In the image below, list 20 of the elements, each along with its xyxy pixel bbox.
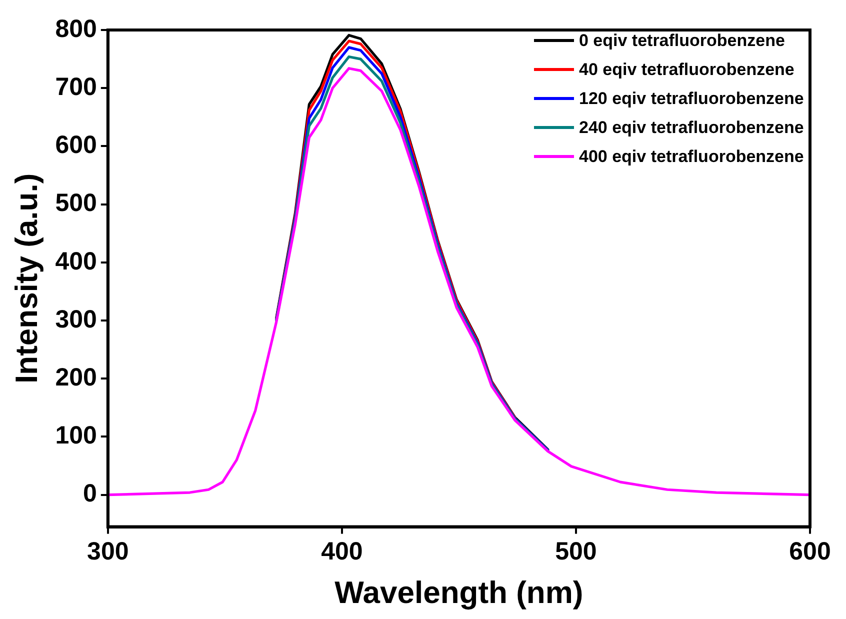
legend-label: 40 eqiv tetrafluorobenzene (579, 59, 794, 81)
x-tick-label: 600 (789, 538, 831, 566)
legend-label: 240 eqiv tetrafluorobenzene (579, 117, 804, 139)
y-tick-label: 400 (55, 247, 97, 276)
y-tick-label: 0 (83, 480, 97, 508)
legend-label: 120 eqiv tetrafluorobenzene (579, 88, 804, 110)
y-tick-label: 200 (55, 364, 97, 392)
y-tick-label: 600 (55, 131, 97, 160)
legend-label: 400 eqiv tetrafluorobenzene (579, 146, 804, 168)
y-tick-label: 700 (55, 72, 97, 101)
y-tick-label: 300 (55, 305, 97, 334)
x-tick-label: 500 (555, 538, 597, 566)
y-tick-label: 500 (55, 189, 97, 218)
legend-label: 0 eqiv tetrafluorobenzene (579, 30, 785, 52)
x-tick-label: 300 (87, 538, 129, 566)
y-axis-title: Intensity (a.u.) (9, 173, 44, 384)
x-tick-label: 400 (321, 538, 363, 566)
x-axis-title: Wavelength (nm) (334, 574, 584, 610)
y-tick-label: 800 (55, 14, 97, 43)
y-tick-label: 100 (55, 422, 97, 450)
